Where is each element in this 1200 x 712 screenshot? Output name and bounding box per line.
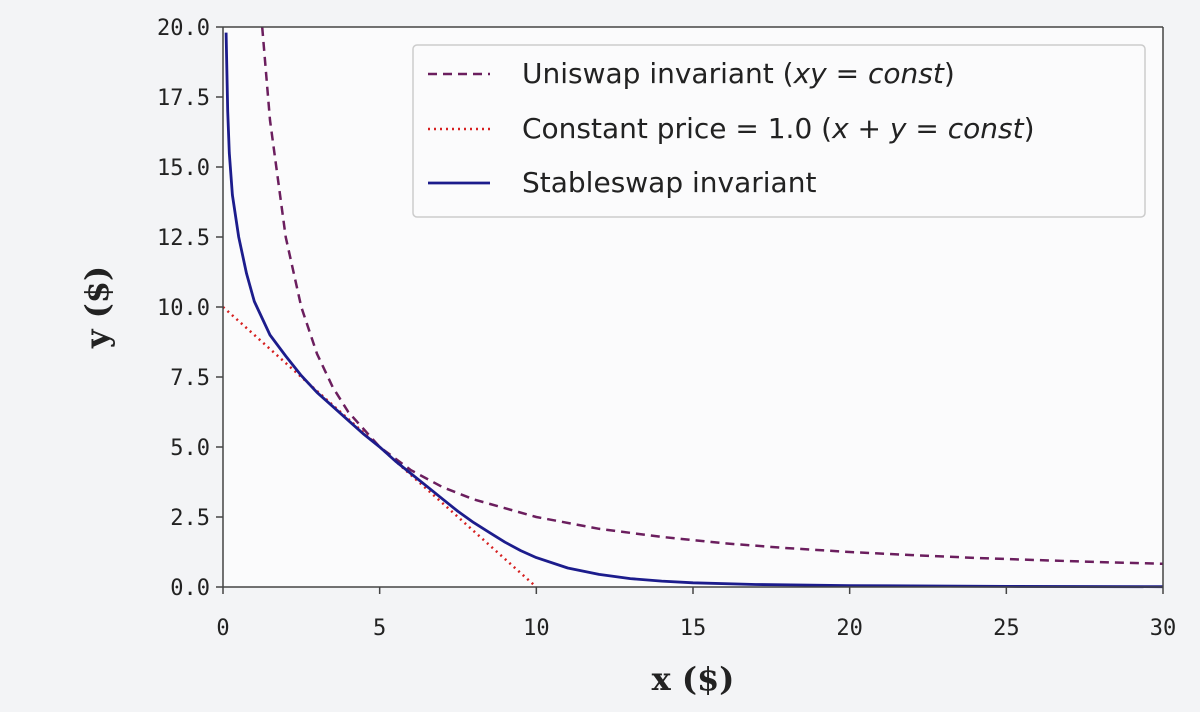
legend-constant-eq: =	[907, 112, 948, 145]
legend-constant-post: )	[1024, 112, 1035, 145]
x-tick-label: 15	[680, 616, 707, 641]
y-tick-label: 10.0	[157, 296, 210, 321]
y-tick-label: 17.5	[157, 86, 210, 111]
legend-constant-label: Constant price = 1.0 (x + y = const)	[522, 112, 1035, 145]
tick-layer: 0 5 10 15 20 25 30 0.0 2.5 5.0 7.5 10.0 12.5 15.0 17.5…	[157, 16, 1176, 641]
legend-uniswap-label: Uniswap invariant (xy = const)	[522, 57, 955, 90]
x-tick-label: 10	[523, 616, 550, 641]
x-tick-label: 30	[1150, 616, 1177, 641]
x-tick-label: 20	[836, 616, 863, 641]
x-tick-label: 25	[993, 616, 1020, 641]
stableswap-curve	[224, 32, 1164, 589]
legend-stableswap-label: Stableswap invariant	[522, 166, 816, 199]
legend-constant-x: x	[831, 112, 849, 145]
y-tick-label: 15.0	[157, 156, 210, 181]
legend-constant-const: const	[948, 112, 1025, 145]
legend-uniswap-pre: Uniswap invariant (	[522, 57, 794, 90]
legend-box	[412, 44, 1146, 218]
y-axis-label: y ($)	[78, 266, 116, 349]
legend-uniswap-eq: =	[827, 57, 868, 90]
legend-constant-pre: Constant price = 1.0 (	[522, 112, 832, 145]
series-layer	[222, 26, 1164, 589]
legend-uniswap-const: const	[868, 57, 945, 90]
y-tick-label: 5.0	[170, 436, 210, 461]
legend-uniswap-math: xy	[793, 57, 828, 90]
y-tick-label: 7.5	[170, 366, 210, 391]
y-tick-label: 20.0	[157, 16, 210, 41]
x-tick-label: 5	[373, 616, 386, 641]
legend-constant-y: y	[889, 112, 907, 145]
x-tick-label: 0	[216, 616, 229, 641]
y-tick-label: 0.0	[170, 576, 210, 601]
legend: Uniswap invariant (xy = const) Constant …	[412, 44, 1146, 218]
legend-uniswap-post: )	[944, 57, 955, 90]
uniswap-curve	[260, 26, 1164, 566]
legend-constant-plus: +	[849, 112, 890, 145]
x-axis-label: x ($)	[652, 660, 735, 698]
y-tick-label: 12.5	[157, 226, 210, 251]
y-tick-label: 2.5	[170, 506, 210, 531]
